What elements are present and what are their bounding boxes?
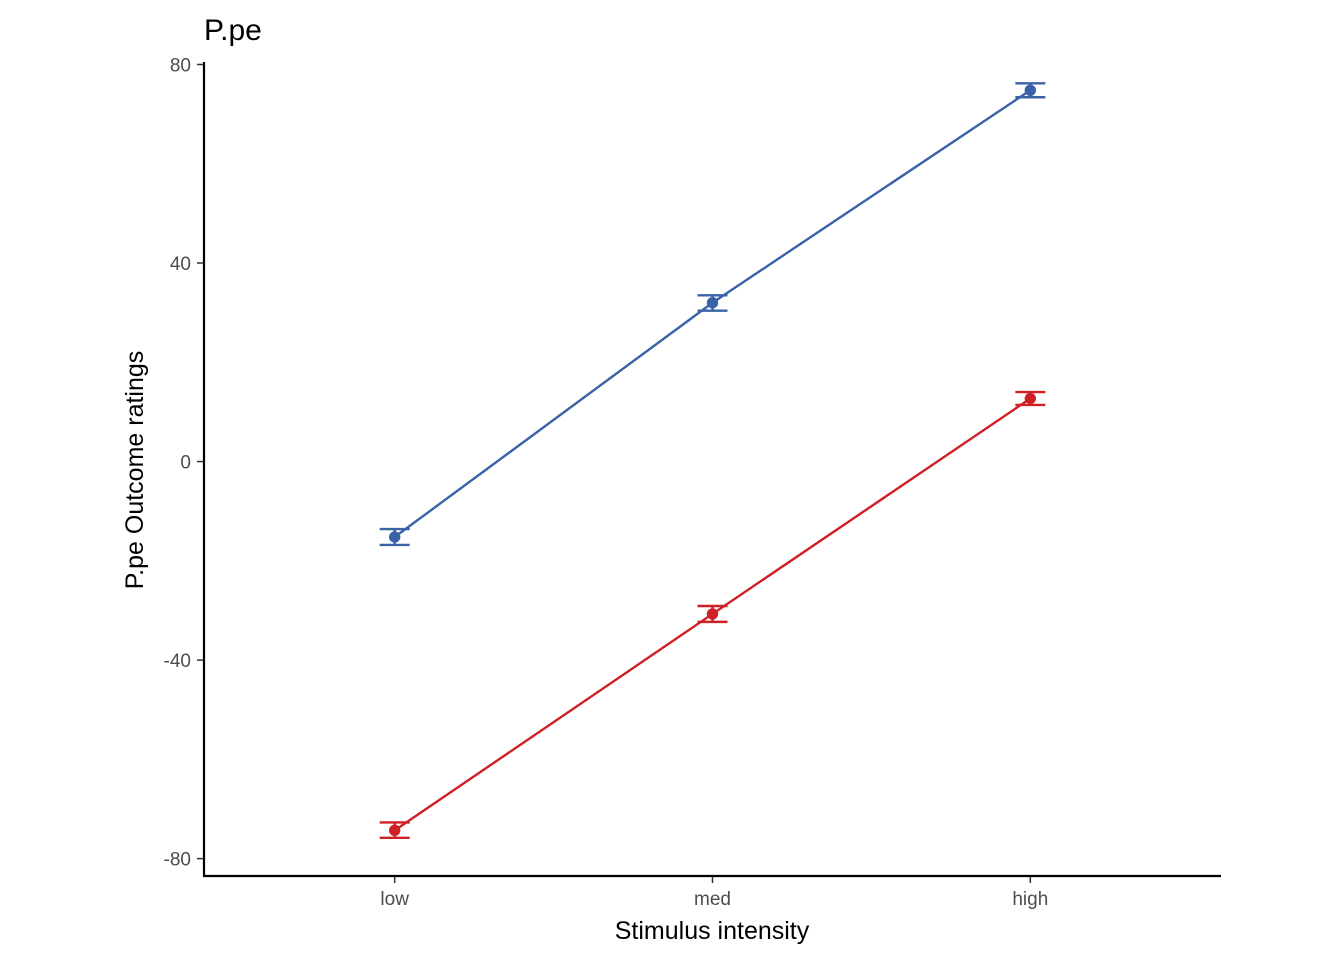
data-point [1024,84,1037,96]
x-tick-label: high [1012,889,1048,910]
series-line [393,89,1032,539]
x-tick-label: med [694,889,731,910]
y-tick-label: -80 [164,850,191,871]
x-tick-label: low [380,889,409,910]
data-point [706,608,719,620]
data-point [1024,392,1037,405]
data-point [388,531,401,543]
y-tick-label: 0 [180,453,191,474]
y-axis-ticks: -80 -40 0 40 80 [164,55,204,871]
y-tick-label: 40 [170,254,191,275]
series-2 [379,390,1046,839]
x-axis-title: Stimulus intensity [615,917,810,945]
y-tick-label: -40 [164,651,191,672]
series-layer [379,82,1046,839]
data-point [706,297,719,309]
data-point [388,824,401,837]
y-tick-label: 80 [170,55,191,76]
y-axis-title: P.pe Outcome ratings [121,351,149,590]
chart-title: P.pe [204,14,262,47]
series-1 [379,82,1046,547]
x-axis-ticks: low med high [380,876,1048,910]
